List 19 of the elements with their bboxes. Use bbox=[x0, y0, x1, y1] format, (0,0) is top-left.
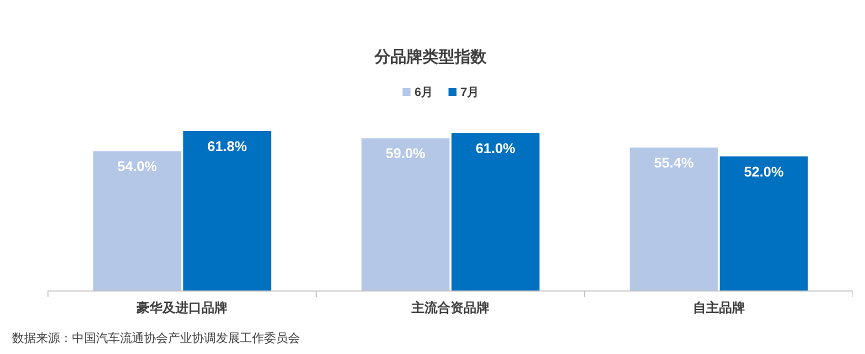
data-label: 55.4% bbox=[654, 154, 694, 171]
data-label: 61.0% bbox=[476, 140, 516, 156]
bar bbox=[452, 133, 540, 291]
bar bbox=[93, 151, 182, 291]
source-note: 数据来源：中国汽车流通协会产业协调发展工作委员会 bbox=[12, 331, 300, 345]
data-label: 54.0% bbox=[117, 158, 158, 174]
bar bbox=[183, 131, 272, 291]
data-label: 52.0% bbox=[744, 163, 784, 180]
chart-title: 分品牌类型指数 bbox=[374, 48, 488, 66]
bar bbox=[720, 156, 808, 291]
x-tick-label: 主流合资品牌 bbox=[410, 300, 490, 315]
legend-label: 7月 bbox=[460, 85, 480, 99]
data-label: 59.0% bbox=[386, 145, 426, 162]
legend-label: 6月 bbox=[414, 85, 434, 99]
bar bbox=[630, 148, 718, 291]
bar bbox=[362, 138, 450, 291]
x-tick-label: 豪华及进口品牌 bbox=[136, 300, 228, 315]
x-tick-label: 自主品牌 bbox=[692, 300, 745, 315]
data-label: 61.8% bbox=[207, 138, 248, 154]
